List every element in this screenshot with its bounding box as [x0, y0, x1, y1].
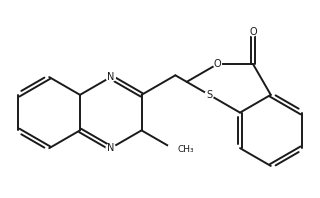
Text: O: O — [249, 27, 257, 37]
Text: N: N — [107, 72, 115, 82]
Text: N: N — [107, 143, 115, 153]
Text: O: O — [214, 59, 221, 69]
Circle shape — [205, 90, 213, 99]
Text: S: S — [206, 90, 212, 100]
Circle shape — [213, 60, 221, 68]
Circle shape — [106, 144, 116, 153]
Text: CH₃: CH₃ — [177, 145, 194, 154]
Circle shape — [168, 142, 183, 158]
Circle shape — [249, 28, 257, 36]
Circle shape — [106, 72, 116, 82]
